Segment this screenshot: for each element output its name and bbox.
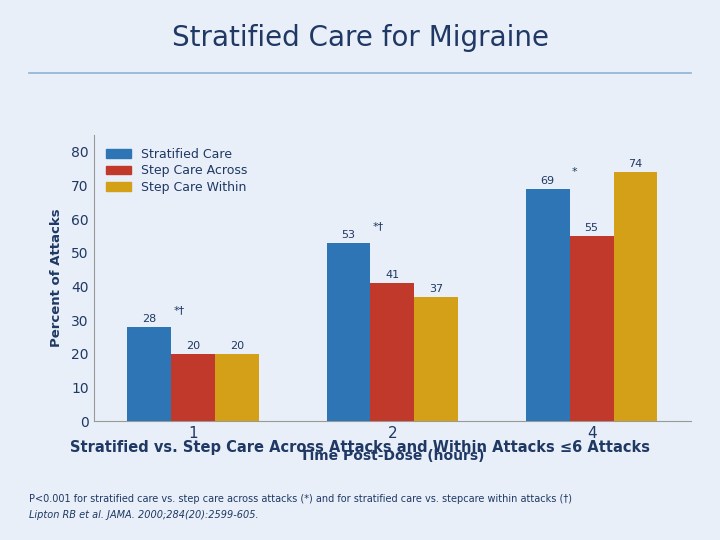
Text: *†: *† xyxy=(174,305,184,315)
Text: 28: 28 xyxy=(143,314,156,324)
Bar xyxy=(127,327,171,421)
Text: 69: 69 xyxy=(541,176,555,186)
Bar xyxy=(327,243,371,421)
Text: *: * xyxy=(572,167,577,177)
Bar xyxy=(371,283,414,421)
Y-axis label: Percent of Attacks: Percent of Attacks xyxy=(50,209,63,347)
Text: *†: *† xyxy=(373,221,384,231)
Bar xyxy=(613,172,657,421)
Text: Lipton RB et al. JAMA. 2000;284(20):2599-605.: Lipton RB et al. JAMA. 2000;284(20):2599… xyxy=(29,510,258,521)
Text: 37: 37 xyxy=(429,284,444,294)
Text: 53: 53 xyxy=(341,230,356,240)
Bar xyxy=(215,354,259,421)
Bar xyxy=(414,296,458,421)
Text: Stratified Care for Migraine: Stratified Care for Migraine xyxy=(171,24,549,52)
Text: P<0.001 for stratified care vs. step care across attacks (*) and for stratified : P<0.001 for stratified care vs. step car… xyxy=(29,494,572,504)
Text: 41: 41 xyxy=(385,271,400,280)
Text: Stratified vs. Step Care Across Attacks and Within Attacks ≤6 Attacks: Stratified vs. Step Care Across Attacks … xyxy=(70,440,650,455)
Legend: Stratified Care, Step Care Across, Step Care Within: Stratified Care, Step Care Across, Step … xyxy=(100,141,253,200)
Text: 55: 55 xyxy=(585,224,598,233)
Bar xyxy=(526,189,570,421)
Bar xyxy=(171,354,215,421)
Bar xyxy=(570,236,613,421)
X-axis label: Time Post-Dose (hours): Time Post-Dose (hours) xyxy=(300,449,485,463)
Text: 74: 74 xyxy=(629,159,642,170)
Text: 20: 20 xyxy=(186,341,200,351)
Text: 20: 20 xyxy=(230,341,244,351)
